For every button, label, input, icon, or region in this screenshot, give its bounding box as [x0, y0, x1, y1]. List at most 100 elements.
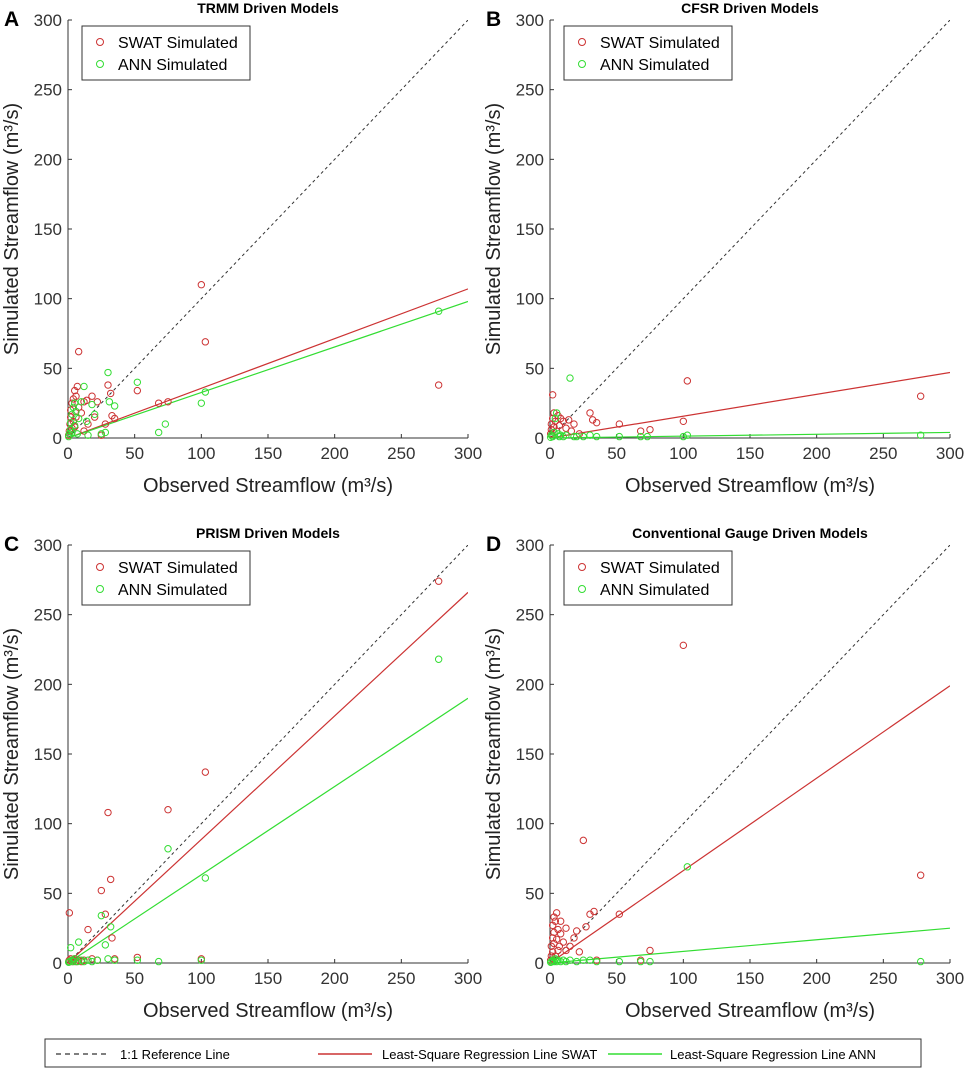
swat-point	[559, 938, 568, 946]
ann-point	[72, 407, 80, 416]
swat-point	[88, 392, 96, 400]
x-axis-label: Observed Streamflow (m³/s)	[143, 1000, 393, 1022]
ann-point	[579, 432, 588, 441]
ann-point	[101, 941, 110, 949]
ann-point-legend-marker	[578, 60, 586, 68]
ann-point	[97, 911, 106, 920]
x-tick-label: 300	[454, 969, 482, 988]
ann-point	[164, 845, 172, 853]
y-tick-label: 250	[516, 81, 544, 100]
ann-point	[201, 874, 210, 882]
ann-point	[88, 400, 96, 409]
swat-point	[683, 377, 692, 385]
y-tick-label: 200	[516, 150, 544, 169]
y-tick-label: 0	[535, 954, 544, 973]
ann-point	[555, 432, 564, 441]
ann-point-legend-marker	[578, 585, 586, 593]
swat-point	[552, 909, 561, 917]
swat-point	[564, 416, 573, 424]
ann-point	[68, 428, 76, 437]
plot-area	[550, 545, 950, 963]
swat-point	[555, 421, 564, 430]
ann-point	[84, 956, 92, 964]
swat-point	[90, 413, 99, 421]
ann-point	[105, 398, 114, 406]
ann-point	[570, 432, 578, 441]
swat-point	[615, 420, 624, 428]
ann-point	[550, 428, 558, 437]
ann-point	[88, 957, 96, 966]
swat-point	[679, 641, 688, 650]
ann-point	[70, 399, 79, 407]
swat-point	[104, 808, 112, 817]
ann-point	[104, 955, 112, 963]
x-tick-label: 0	[63, 969, 72, 988]
x-tick-label: 150	[736, 444, 764, 463]
ann-point	[916, 957, 925, 966]
ann-point	[636, 957, 645, 966]
swat-point	[164, 398, 172, 406]
chart-legend-box	[81, 25, 251, 81]
x-tick-label: 250	[869, 444, 897, 463]
ann-point	[434, 307, 443, 315]
reference-line	[68, 545, 468, 963]
y-tick-label: 150	[34, 745, 62, 764]
x-tick-label: 250	[387, 969, 415, 988]
ann-point	[552, 957, 561, 966]
y-axis-label: Simulated Streamflow (m³/s)	[483, 628, 505, 880]
ann-point	[643, 432, 652, 441]
ann-point	[683, 863, 692, 871]
ann-regression-line	[550, 927, 950, 963]
ann-point	[133, 378, 142, 386]
swat-point	[65, 909, 74, 917]
swat-point	[133, 386, 142, 395]
x-tick-label: 100	[187, 969, 215, 988]
chart-panel-d: D Conventional Gauge Driven Models 0 50 100 1…	[483, 525, 964, 1022]
swat-point	[164, 806, 172, 814]
ann-point	[84, 431, 92, 439]
swat-point	[551, 917, 560, 925]
chart-legend-label: SWAT Simulated	[118, 35, 238, 52]
ann-regression-line	[68, 697, 468, 963]
x-tick-label: 250	[869, 969, 897, 988]
swat-point	[570, 420, 578, 428]
swat-point	[572, 927, 581, 935]
chart-legend: SWAT Simulated ANN Simulated	[563, 550, 733, 606]
ann-point	[551, 414, 560, 423]
y-tick-label: 250	[34, 81, 62, 100]
swat-point	[562, 946, 570, 955]
swat-point	[552, 935, 561, 944]
swat-point-legend-marker	[96, 38, 104, 46]
ann-point	[434, 655, 443, 663]
swat-point	[555, 942, 564, 950]
ann-point	[80, 382, 88, 391]
ann-point	[104, 368, 112, 377]
swat-point	[110, 414, 119, 423]
ann-point	[133, 956, 142, 964]
x-tick-label: 200	[802, 444, 830, 463]
swat-point	[84, 925, 92, 934]
ann-point	[110, 402, 119, 410]
x-tick-label: 200	[320, 444, 348, 463]
swat-point	[646, 425, 654, 434]
y-tick-label: 50	[525, 884, 544, 903]
y-tick-label: 0	[53, 954, 62, 973]
ann-point	[566, 374, 574, 382]
figure-legend: 1:1 Reference Line Least-Square Regressi…	[44, 1038, 922, 1068]
chart-legend-label: SWAT Simulated	[600, 35, 720, 52]
ann-point	[615, 957, 624, 966]
ann-point	[101, 428, 110, 437]
y-tick-label: 0	[53, 429, 62, 448]
swat-point-legend-marker	[578, 38, 586, 46]
panel-letter: C	[4, 533, 19, 556]
y-tick-label: 250	[34, 606, 62, 625]
y-tick-label: 50	[43, 884, 62, 903]
x-tick-label: 100	[187, 444, 215, 463]
y-tick-label: 150	[516, 745, 544, 764]
swat-point	[586, 409, 594, 417]
swat-point	[88, 955, 96, 963]
ann-point	[77, 398, 86, 406]
swat-point	[554, 946, 562, 955]
x-tick-label: 100	[669, 444, 697, 463]
ann-point	[73, 430, 82, 438]
